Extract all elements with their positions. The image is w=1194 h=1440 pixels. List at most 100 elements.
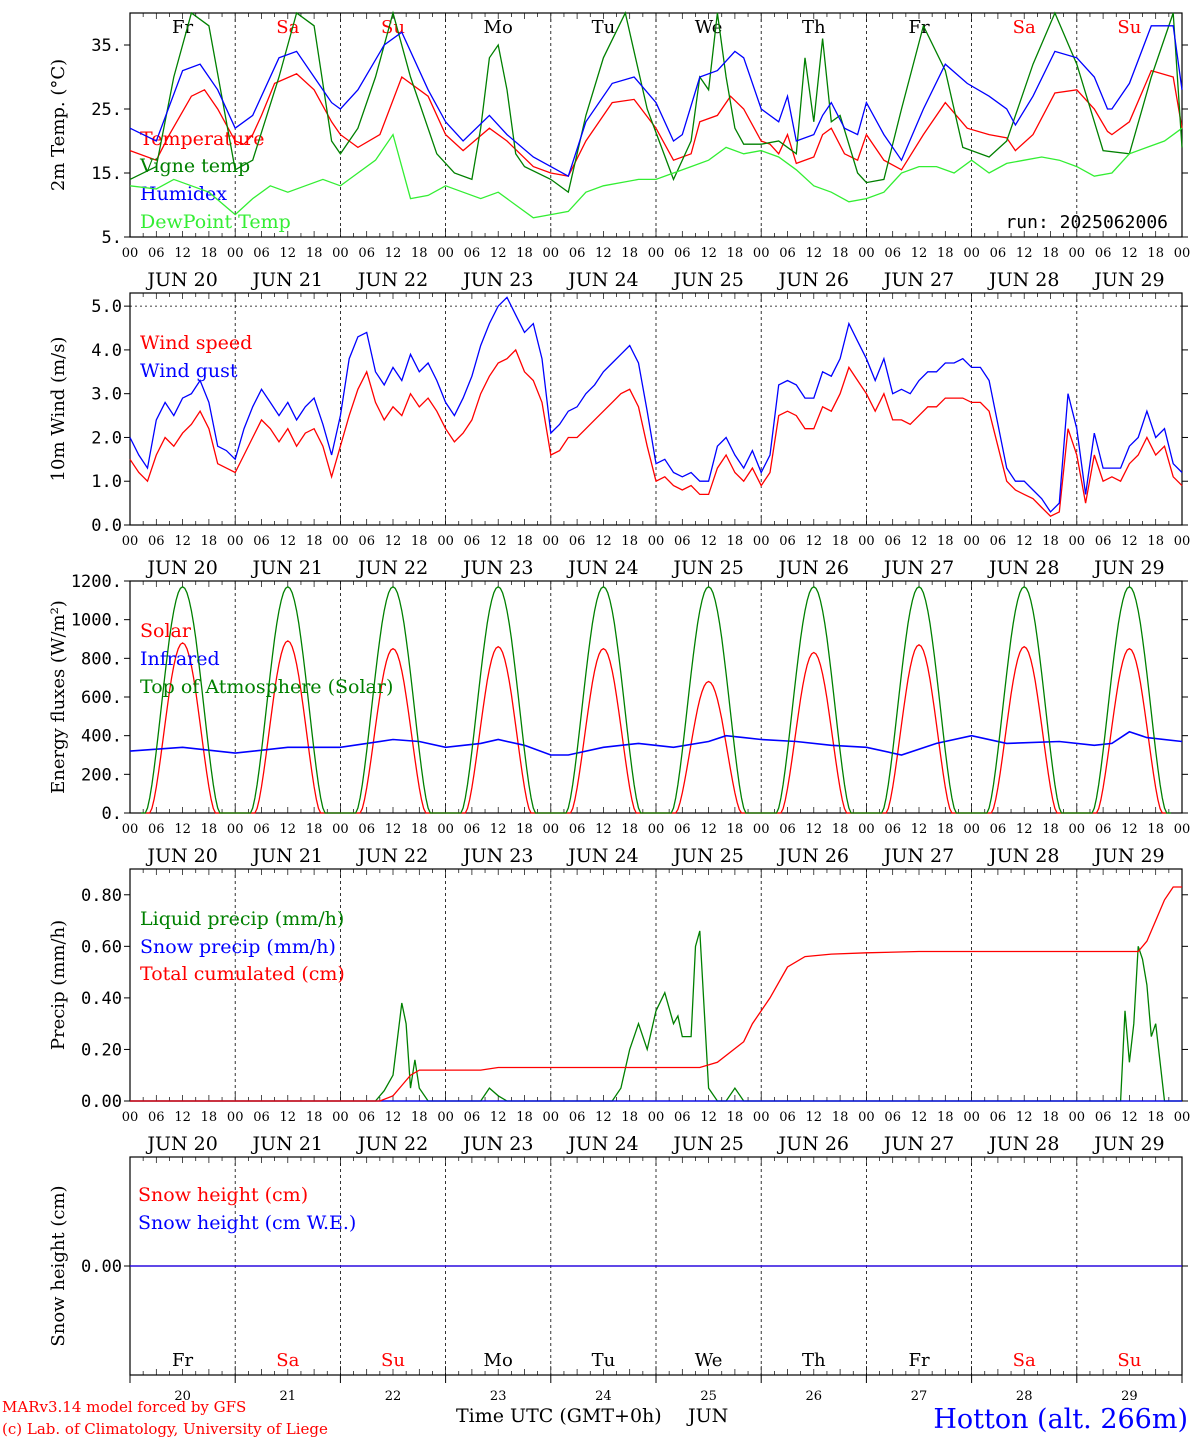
date-label: JUN 22 — [356, 557, 428, 579]
day-of-week-label: Th — [802, 17, 826, 38]
hour-tick-label: 18 — [516, 534, 533, 549]
hour-tick-label: 12 — [174, 246, 191, 261]
hour-tick-label: 06 — [1095, 246, 1112, 261]
hour-tick-label: 18 — [832, 822, 849, 837]
hour-tick-label: 18 — [306, 246, 323, 261]
hour-tick-label: 06 — [148, 822, 165, 837]
hour-tick-label: 06 — [569, 822, 586, 837]
footer-copyright: (c) Lab. of Climatology, University of L… — [2, 1420, 328, 1438]
day-of-week-label: Sa — [276, 17, 299, 38]
date-label: JUN 22 — [356, 269, 428, 291]
y-tick-label: 0. — [102, 804, 122, 824]
hour-tick-label: 18 — [621, 246, 638, 261]
hour-tick-label: 18 — [1147, 822, 1164, 837]
hour-tick-label: 06 — [464, 534, 481, 549]
hour-tick-label: 06 — [253, 534, 270, 549]
legend-entry: Snow height (cm W.E.) — [138, 1212, 356, 1234]
hour-tick-label: 00 — [1174, 246, 1191, 261]
hour-tick-label: 18 — [937, 1110, 954, 1125]
day-of-week-label: Fr — [908, 1350, 929, 1371]
series-line-humidex — [129, 25, 1183, 178]
series-line-wind-gust — [129, 296, 1183, 513]
date-label: JUN 26 — [777, 1133, 849, 1155]
hour-tick-label: 18 — [1147, 246, 1164, 261]
date-label: JUN 29 — [1092, 557, 1164, 579]
hour-tick-label: 12 — [280, 246, 297, 261]
hour-tick-label: 18 — [1042, 534, 1059, 549]
hour-tick-label: 00 — [858, 534, 875, 549]
day-of-week-label: Fr — [172, 17, 193, 38]
hour-tick-label: 06 — [569, 534, 586, 549]
hour-tick-label: 18 — [516, 822, 533, 837]
hour-tick-label: 00 — [227, 1110, 244, 1125]
hour-tick-label: 06 — [253, 1110, 270, 1125]
hour-tick-label: 00 — [543, 822, 560, 837]
hour-tick-label: 18 — [411, 1110, 428, 1125]
hour-tick-label: 00 — [543, 1110, 560, 1125]
date-label: JUN 25 — [671, 557, 743, 579]
hour-tick-label: 12 — [700, 1110, 717, 1125]
y-axis-label: 10m Wind (m/s) — [48, 337, 69, 482]
hour-tick-label: 12 — [1121, 822, 1138, 837]
hour-tick-label: 18 — [727, 534, 744, 549]
hour-tick-label: 12 — [700, 246, 717, 261]
date-label: JUN 22 — [356, 845, 428, 867]
hour-tick-label: 12 — [490, 246, 507, 261]
hour-tick-label: 06 — [674, 534, 691, 549]
hour-tick-label: 18 — [1147, 534, 1164, 549]
y-tick-label: 1000. — [71, 611, 122, 631]
hour-tick-label: 18 — [201, 822, 218, 837]
hour-tick-label: 06 — [253, 822, 270, 837]
hour-tick-label: 18 — [516, 1110, 533, 1125]
hour-tick-label: 06 — [569, 1110, 586, 1125]
date-label: JUN 20 — [145, 269, 217, 291]
y-axis-label: Precip (mm/h) — [48, 920, 69, 1050]
hour-tick-label: 00 — [963, 246, 980, 261]
hour-tick-label: 12 — [385, 1110, 402, 1125]
hour-tick-label: 18 — [411, 534, 428, 549]
date-label: JUN 21 — [251, 557, 323, 579]
hour-tick-label: 00 — [648, 246, 665, 261]
hour-tick-label: 00 — [1174, 822, 1191, 837]
day-number-label: 23 — [490, 1389, 507, 1404]
day-of-week-label: Mo — [484, 1350, 513, 1371]
hour-tick-label: 06 — [358, 246, 375, 261]
footer-month: JUN — [686, 1405, 728, 1427]
hour-tick-label: 00 — [437, 246, 454, 261]
date-label: JUN 28 — [987, 269, 1059, 291]
day-of-week-label: Th — [802, 1350, 826, 1371]
date-label: JUN 21 — [251, 845, 323, 867]
hour-tick-label: 12 — [1121, 534, 1138, 549]
hour-tick-label: 18 — [201, 534, 218, 549]
hour-tick-label: 00 — [753, 534, 770, 549]
hour-tick-label: 00 — [858, 1110, 875, 1125]
hour-tick-label: 06 — [884, 246, 901, 261]
panel-2: 0.0 1.0 2.0 3.0 4.0 5.0 10m Wind (m/s) Wind spe… — [48, 292, 1190, 579]
hour-tick-label: 00 — [332, 1110, 349, 1125]
hour-tick-label: 00 — [543, 246, 560, 261]
series-line-liquid-precip-mm-h- — [130, 930, 1182, 1102]
hour-tick-label: 12 — [1016, 534, 1033, 549]
day-number-label: 27 — [911, 1389, 928, 1404]
hour-tick-label: 12 — [806, 246, 823, 261]
day-of-week-label: Tu — [592, 1350, 616, 1371]
date-label: JUN 20 — [145, 845, 217, 867]
hour-tick-label: 00 — [332, 822, 349, 837]
hour-tick-label: 00 — [437, 534, 454, 549]
y-tick-label: 0.20 — [81, 1040, 122, 1060]
hour-tick-label: 12 — [1016, 246, 1033, 261]
hour-tick-label: 06 — [990, 534, 1007, 549]
hour-tick-label: 06 — [148, 246, 165, 261]
hour-tick-label: 18 — [937, 246, 954, 261]
hour-tick-label: 00 — [437, 1110, 454, 1125]
date-label: JUN 25 — [671, 269, 743, 291]
date-label: JUN 21 — [251, 1133, 323, 1155]
hour-tick-label: 12 — [280, 1110, 297, 1125]
legend-entry: Snow precip (mm/h) — [140, 936, 336, 958]
hour-tick-label: 18 — [1042, 1110, 1059, 1125]
hour-tick-label: 00 — [753, 822, 770, 837]
hour-tick-label: 12 — [490, 1110, 507, 1125]
hour-tick-label: 18 — [306, 1110, 323, 1125]
date-label: JUN 26 — [777, 269, 849, 291]
hour-tick-label: 18 — [201, 246, 218, 261]
